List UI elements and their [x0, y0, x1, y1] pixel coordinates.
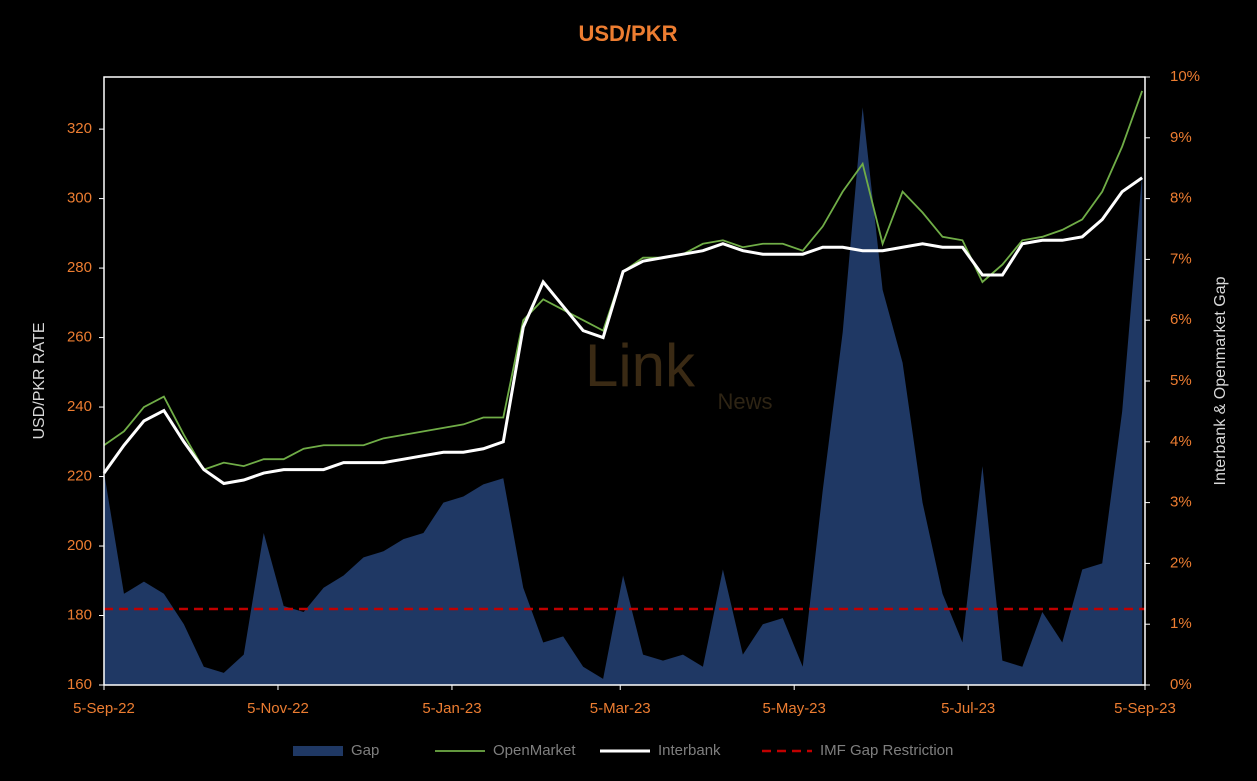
legend-label: Gap: [351, 742, 379, 759]
legend-label: Interbank: [658, 742, 721, 759]
y2-axis-label: Interbank & Openmarket Gap: [1212, 276, 1229, 485]
y-tick-label: 160: [67, 676, 92, 693]
chart-title: USD/PKR: [578, 21, 677, 46]
y-tick-label: 200: [67, 537, 92, 554]
y2-tick-label: 5%: [1170, 372, 1192, 389]
x-tick-label: 5-Sep-22: [73, 700, 135, 717]
y2-tick-label: 9%: [1170, 129, 1192, 146]
y-tick-label: 300: [67, 190, 92, 207]
legend-label: OpenMarket: [493, 742, 576, 759]
watermark: Link: [585, 332, 696, 399]
y2-tick-label: 0%: [1170, 676, 1192, 693]
x-tick-label: 5-Sep-23: [1114, 700, 1176, 717]
x-tick-label: 5-Mar-23: [590, 700, 651, 717]
y2-tick-label: 2%: [1170, 554, 1192, 571]
x-tick-label: 5-Jan-23: [422, 700, 481, 717]
rate-line: [102, 176, 1144, 486]
y2-tick-label: 4%: [1170, 433, 1192, 450]
x-tick-label: 5-Jul-23: [941, 700, 995, 717]
y-tick-label: 280: [67, 259, 92, 276]
y-tick-label: 260: [67, 329, 92, 346]
watermark: News: [717, 389, 772, 414]
y2-tick-label: 6%: [1170, 311, 1192, 328]
y-tick-label: 320: [67, 120, 92, 137]
y2-tick-label: 7%: [1170, 250, 1192, 267]
rate-line: [103, 90, 1143, 471]
x-tick-label: 5-May-23: [763, 700, 826, 717]
y2-tick-label: 1%: [1170, 615, 1192, 632]
y2-tick-label: 10%: [1170, 68, 1200, 85]
y2-tick-label: 3%: [1170, 494, 1192, 511]
y-axis-label: USD/PKR RATE: [31, 322, 48, 439]
legend-swatch: [293, 746, 343, 756]
legend-label: IMF Gap Restriction: [820, 742, 953, 759]
gap-area: [104, 107, 1143, 685]
y2-tick-label: 8%: [1170, 190, 1192, 207]
y-tick-label: 180: [67, 606, 92, 623]
y-tick-label: 220: [67, 468, 92, 485]
x-tick-label: 5-Nov-22: [247, 700, 309, 717]
y-tick-label: 240: [67, 398, 92, 415]
